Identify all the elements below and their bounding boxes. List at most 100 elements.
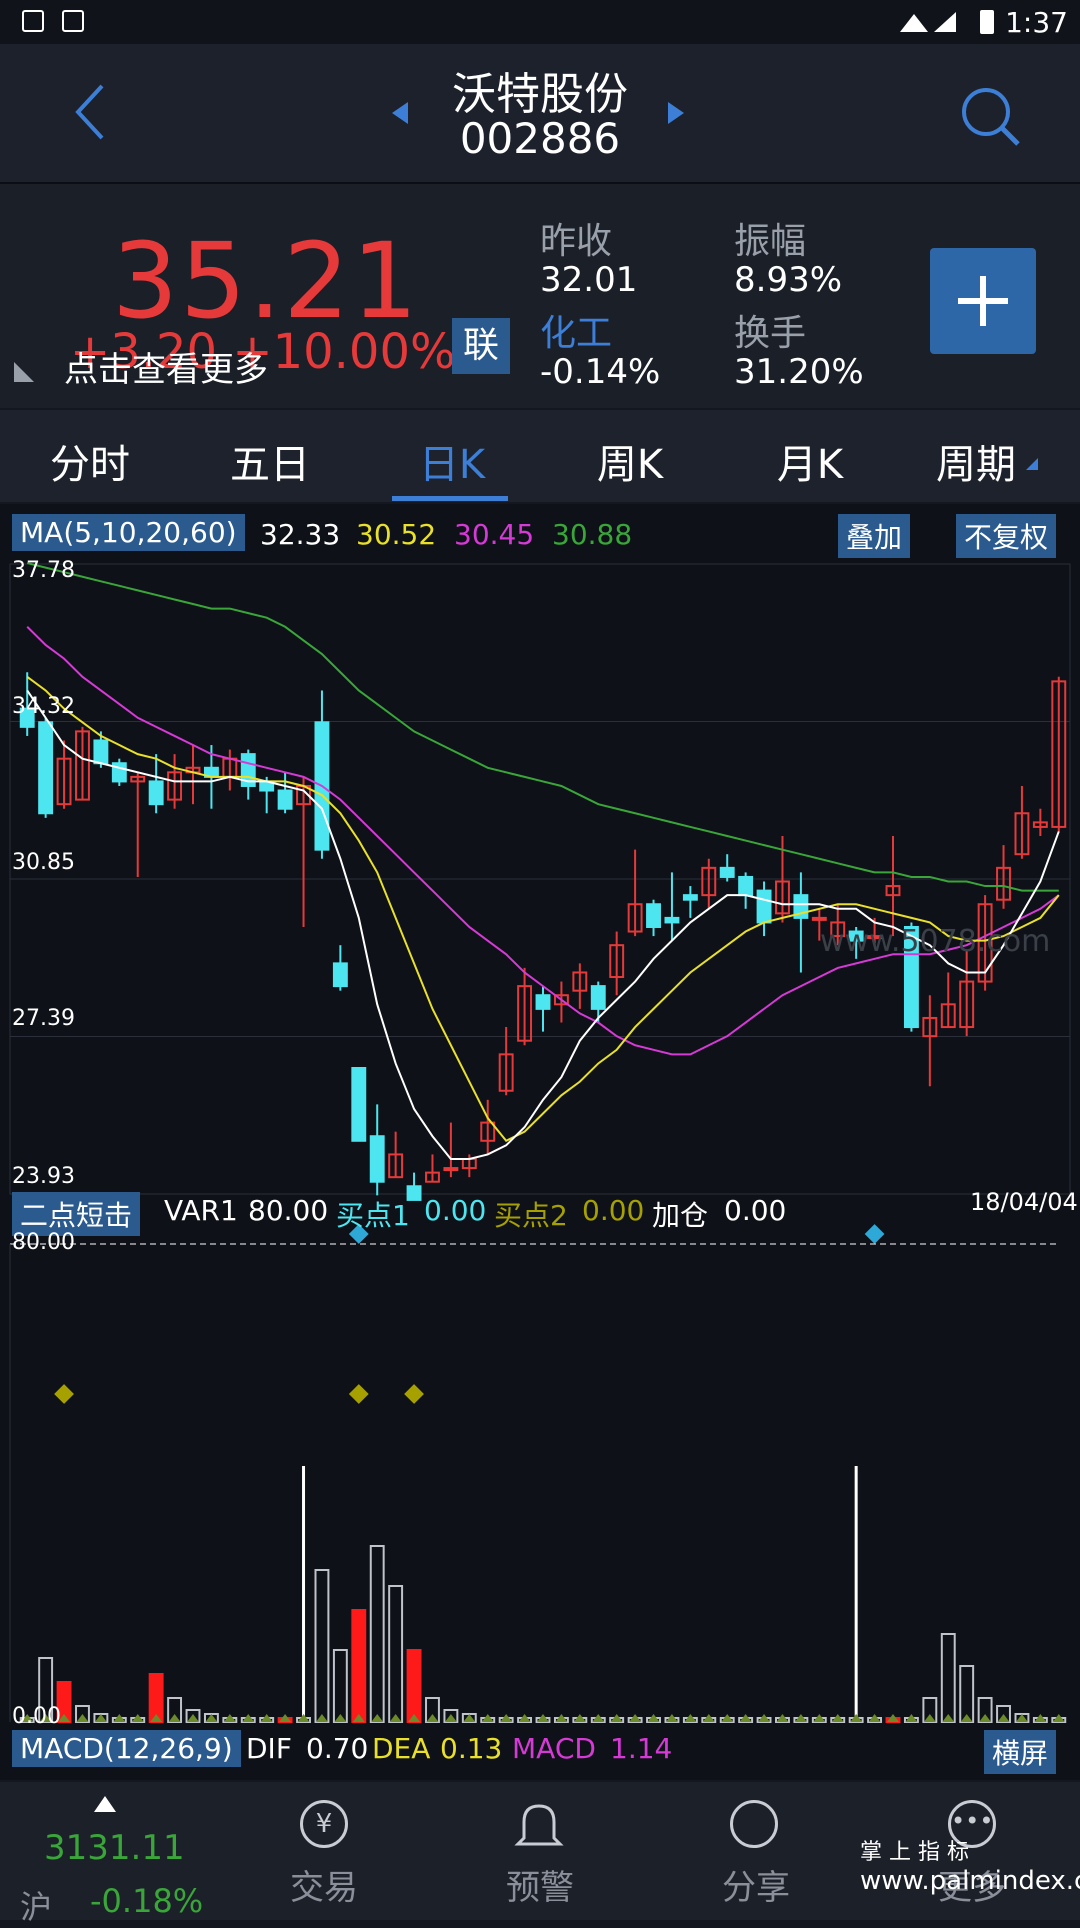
indicator-bar bbox=[351, 1609, 367, 1723]
kline-chart[interactable] bbox=[0, 554, 1080, 1730]
candle-body bbox=[406, 1185, 422, 1201]
indicator-axis-bottom: 0.00 bbox=[12, 1704, 61, 1729]
date-label: 18/04/04 bbox=[970, 1188, 1078, 1216]
candle-body bbox=[775, 880, 790, 915]
overlay-button[interactable]: 叠加 bbox=[838, 514, 911, 558]
candle-body bbox=[811, 916, 827, 921]
tab-five-day[interactable]: 五日 bbox=[230, 442, 310, 488]
gallery-icon bbox=[22, 10, 44, 32]
index-value[interactable]: 3131.11 bbox=[44, 1828, 185, 1868]
status-bar: 1:37 bbox=[0, 0, 1080, 44]
share-icon bbox=[730, 1800, 778, 1848]
prev-close-label: 昨收 bbox=[540, 221, 613, 262]
baseline-marker bbox=[426, 1714, 439, 1722]
candle-body bbox=[572, 971, 588, 992]
buy1-marker bbox=[348, 1224, 369, 1244]
indicator-name[interactable]: 二点短击 bbox=[12, 1192, 141, 1236]
macd-label[interactable]: MACD(12,26,9) bbox=[12, 1730, 241, 1767]
candle-body bbox=[443, 1167, 459, 1172]
dea-label: DEA bbox=[372, 1732, 431, 1765]
indicator-bar bbox=[332, 1649, 348, 1723]
baseline-marker bbox=[629, 1714, 642, 1722]
add-watchlist-button[interactable] bbox=[930, 248, 1036, 354]
baseline-marker bbox=[58, 1714, 71, 1722]
landscape-button[interactable]: 横屏 bbox=[984, 1730, 1057, 1774]
indicator-bar bbox=[959, 1665, 975, 1723]
tab-daily-k[interactable]: 日K bbox=[418, 442, 486, 488]
baseline-marker bbox=[555, 1714, 568, 1722]
candle-body bbox=[959, 980, 975, 1029]
candle-body bbox=[56, 757, 72, 806]
baseline-marker bbox=[610, 1714, 623, 1722]
candle-body bbox=[627, 903, 643, 933]
candle-body bbox=[996, 866, 1011, 901]
macd-value: 1.14 bbox=[610, 1732, 673, 1765]
ma20-value: 30.45 bbox=[454, 518, 535, 551]
expand-corner-icon bbox=[14, 362, 34, 382]
baseline-marker bbox=[905, 1714, 918, 1722]
watermark-text: www.5078.com bbox=[820, 924, 1051, 959]
nav-more[interactable]: ••• bbox=[948, 1800, 996, 1848]
back-icon[interactable] bbox=[70, 82, 110, 142]
candle-body bbox=[332, 962, 348, 988]
nav-trade-label[interactable]: 交易 bbox=[290, 1868, 358, 1908]
baseline-marker bbox=[39, 1714, 52, 1722]
bell-icon[interactable] bbox=[514, 1800, 564, 1852]
yen-icon: ¥ bbox=[300, 1800, 348, 1848]
ma20-line bbox=[26, 626, 1060, 1056]
buy1-marker bbox=[864, 1224, 885, 1244]
indicator-bar bbox=[314, 1569, 330, 1723]
candle-body bbox=[756, 889, 772, 924]
candle-body bbox=[517, 985, 533, 1042]
nav-more-label[interactable]: 更多 bbox=[938, 1868, 1006, 1908]
tab-intraday[interactable]: 分时 bbox=[50, 442, 130, 488]
linked-button[interactable]: 联 bbox=[452, 318, 510, 374]
indicator-bar bbox=[388, 1585, 404, 1723]
candle-body bbox=[922, 1016, 938, 1038]
tab-monthly-k[interactable]: 月K bbox=[776, 442, 844, 488]
candle-body bbox=[369, 1135, 385, 1183]
tab-weekly-k[interactable]: 周K bbox=[596, 442, 664, 488]
indicator-bar bbox=[369, 1545, 385, 1723]
candle-body bbox=[719, 866, 735, 878]
candle-body bbox=[903, 925, 919, 1029]
baseline-marker bbox=[537, 1714, 549, 1722]
buy2-marker bbox=[404, 1384, 424, 1404]
bottom-nav: 3131.11 沪 -0.18% ¥ 交易 预警 分享 ••• 更多 掌 上 指… bbox=[0, 1782, 1080, 1926]
macd-name: MACD bbox=[512, 1732, 596, 1765]
baseline-marker bbox=[205, 1714, 218, 1722]
nav-share-label[interactable]: 分享 bbox=[722, 1868, 790, 1908]
chart-area: MA(5,10,20,60) 32.33 30.52 30.45 30.88 叠… bbox=[0, 504, 1080, 1780]
search-icon[interactable] bbox=[958, 84, 1022, 148]
baseline-marker bbox=[94, 1714, 107, 1722]
watermark-cn: 掌 上 指 标 bbox=[860, 1840, 969, 1865]
sector-change: -0.14% bbox=[540, 352, 661, 392]
nav-alert-label[interactable]: 预警 bbox=[506, 1868, 574, 1908]
nav-trade[interactable]: ¥ bbox=[300, 1800, 348, 1848]
candle-body bbox=[498, 1053, 514, 1092]
candle-body bbox=[609, 944, 625, 979]
nav-share[interactable] bbox=[730, 1800, 778, 1848]
tab-period[interactable]: 周期 bbox=[936, 442, 1016, 488]
baseline-marker bbox=[352, 1714, 365, 1722]
active-tab-indicator bbox=[392, 496, 508, 501]
candle-body bbox=[738, 875, 754, 897]
adjust-button[interactable]: 不复权 bbox=[956, 514, 1057, 558]
signal-icons bbox=[900, 10, 994, 34]
baseline-marker bbox=[131, 1714, 144, 1722]
candle-body bbox=[277, 789, 293, 810]
more-icon: ••• bbox=[948, 1800, 996, 1848]
more-details-link[interactable]: 点击查看更多 bbox=[64, 350, 268, 390]
price-axis-label: 30.85 bbox=[12, 850, 75, 875]
indicator-bar bbox=[940, 1633, 956, 1723]
sector-label[interactable]: 化工 bbox=[540, 313, 613, 354]
ma-label: MA(5,10,20,60) bbox=[12, 514, 245, 551]
candle-body bbox=[167, 771, 183, 801]
stock-name: 沃特股份 bbox=[452, 69, 628, 120]
baseline-marker bbox=[573, 1714, 586, 1722]
next-stock-icon[interactable] bbox=[666, 100, 686, 126]
baseline-marker bbox=[113, 1714, 126, 1722]
ma10-value: 30.52 bbox=[356, 518, 437, 551]
prev-stock-icon[interactable] bbox=[390, 100, 410, 126]
baseline-marker bbox=[776, 1714, 789, 1722]
